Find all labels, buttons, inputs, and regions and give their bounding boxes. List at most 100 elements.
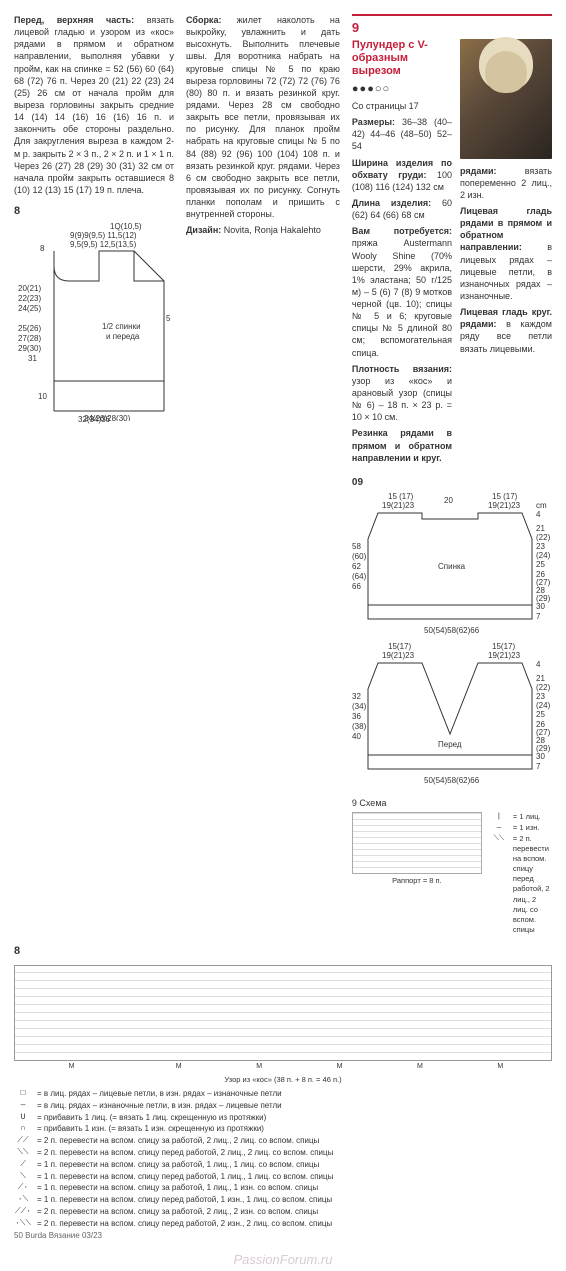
svg-text:9(9)9(9,5) 11,5(12): 9(9)9(9,5) 11,5(12) [70, 231, 137, 240]
page-ref: Со страницы 17 [352, 100, 452, 112]
svg-text:62: 62 [352, 562, 361, 571]
page-layout: Перед, верхняя часть: вязать лицевой гла… [0, 0, 566, 944]
text-front: вязать лицевой гладью и узором из «кос» … [14, 15, 174, 195]
svg-text:66: 66 [352, 582, 361, 591]
svg-text:15 (17): 15 (17) [492, 492, 518, 501]
heading-front: Перед, верхняя часть: [14, 15, 134, 25]
chart-8-grid: M M M M M M [14, 965, 552, 1061]
svg-text:7: 7 [536, 612, 541, 621]
legend-8: □= в лиц. рядах – лицевые петли, в изн. … [14, 1089, 552, 1230]
svg-text:21: 21 [536, 674, 545, 683]
chart-9-label: 9 Схема [352, 797, 552, 809]
heading-assembly: Сборка: [186, 15, 221, 25]
svg-text:(24): (24) [536, 701, 551, 710]
svg-text:32: 32 [352, 692, 361, 701]
chart-8-label: 8 [14, 944, 552, 959]
section-9-number: 9 [352, 14, 552, 37]
svg-text:(64): (64) [352, 572, 367, 581]
svg-text:31: 31 [28, 354, 37, 363]
svg-text:40: 40 [352, 732, 361, 741]
svg-text:7: 7 [536, 762, 541, 771]
svg-text:23: 23 [536, 542, 545, 551]
stst: Лицевая гладь рядами в прямом и обратном… [460, 205, 552, 302]
rib-text: рядами: вязать попеременно 2 лиц., 2 изн… [460, 165, 552, 201]
svg-text:29(30): 29(30) [18, 344, 41, 353]
svg-text:8: 8 [40, 244, 45, 253]
text-assembly: жилет наколоть на выкройку, увлажнить и … [186, 15, 340, 219]
section-9-title: Пулундер с V-образным вырезом [352, 39, 452, 79]
svg-text:5: 5 [166, 314, 171, 323]
model-photo [460, 39, 552, 159]
diagram-09-back-svg: 15 (17) 19(21)23 20 15 (17) 19(21)23 cm … [352, 489, 552, 639]
svg-text:50(54)58(62)66: 50(54)58(62)66 [424, 626, 480, 635]
sizes: Размеры: 36–38 (40–42) 44–46 (48–50) 52–… [352, 116, 452, 152]
svg-text:25: 25 [536, 560, 545, 569]
length: Длина изделия: 60 (62) 64 (66) 68 см [352, 197, 452, 221]
svg-text:(34): (34) [352, 702, 367, 711]
chart-8-caption: Узор из «кос» (38 п. + 8 п. = 46 п.) [14, 1075, 552, 1085]
svg-text:20(21): 20(21) [18, 284, 41, 293]
svg-text:19(21)23: 19(21)23 [382, 501, 415, 510]
svg-text:4: 4 [536, 510, 541, 519]
svg-text:4: 4 [536, 660, 541, 669]
svg-text:21: 21 [536, 524, 545, 533]
svg-text:9,5(9,5) 12,5(13,5): 9,5(9,5) 12,5(13,5) [70, 240, 137, 249]
svg-text:(38): (38) [352, 722, 367, 731]
svg-text:(22): (22) [536, 533, 551, 542]
column-right: 9 Пулундер с V-образным вырезом ●●●○○ Со… [352, 14, 552, 936]
materials: Вам потребуется: пряжа Austermann Wooly … [352, 225, 452, 359]
chart-9-grid [352, 812, 482, 874]
page-footer: 50 Burda Вязание 03/23 [0, 1231, 566, 1250]
svg-text:20: 20 [444, 496, 453, 505]
svg-text:Спинка: Спинка [438, 562, 466, 571]
stst-rnd: Лицевая гладь круг. рядами: в каждом ряд… [460, 306, 552, 355]
schematic-8-bottom: 32(34)36 [14, 415, 174, 426]
chart-9-legend: |= 1 лиц. —= 1 изн. ⟍⟍= 2 п. перевести н… [490, 812, 552, 937]
chest: Ширина изделия по обхвату груди: 100 (10… [352, 157, 452, 193]
svg-text:15(17): 15(17) [492, 642, 515, 651]
svg-text:23: 23 [536, 692, 545, 701]
svg-text:(22): (22) [536, 683, 551, 692]
column-mid: Сборка: жилет наколоть на выкройку, увла… [186, 14, 340, 936]
schematic-8-svg: 1Q(10,5) 9(9)9(9,5) 11,5(12) 9,5(9,5) 12… [14, 221, 174, 421]
svg-text:cm: cm [536, 501, 547, 510]
svg-text:24(25): 24(25) [18, 304, 41, 313]
svg-text:50(54)58(62)66: 50(54)58(62)66 [424, 776, 480, 785]
schematic-8: 8 1Q(10,5) 9(9)9(9,5) 11,5(12) 9,5(9,5) … [14, 204, 174, 426]
svg-text:25: 25 [536, 710, 545, 719]
svg-text:(60): (60) [352, 552, 367, 561]
svg-text:30: 30 [536, 602, 545, 611]
svg-text:10: 10 [38, 392, 47, 401]
chart-9: 9 Схема Раппорт = 8 п. |= 1 лиц. —= 1 из… [352, 797, 552, 936]
para-design: Дизайн: Novita, Ronja Hakalehto [186, 224, 340, 236]
para-front-upper: Перед, верхняя часть: вязать лицевой гла… [14, 14, 174, 196]
para-assembly: Сборка: жилет наколоть на выкройку, увла… [186, 14, 340, 220]
gauge: Плотность вязания: узор из «кос» и арано… [352, 363, 452, 424]
svg-text:19(21)23: 19(21)23 [382, 651, 415, 660]
diagram-09: 09 15 (17) 19(21)23 20 15 (17) 19(21)23 … [352, 476, 552, 790]
svg-text:58: 58 [352, 542, 361, 551]
svg-text:25(26): 25(26) [18, 324, 41, 333]
label-design: Дизайн: [186, 225, 221, 235]
diagram-09-label: 09 [352, 477, 363, 488]
chart-8-section: 8 M M M M M M Узор из «кос» (38 п. + 8 п… [0, 944, 566, 1230]
svg-text:15(17): 15(17) [388, 642, 411, 651]
svg-text:Перед: Перед [438, 740, 462, 749]
svg-text:27(28): 27(28) [18, 334, 41, 343]
column-left: Перед, верхняя часть: вязать лицевой гла… [14, 14, 174, 936]
schematic-8-label: 8 [14, 204, 174, 219]
svg-text:22(23): 22(23) [18, 294, 41, 303]
difficulty-dots: ●●●○○ [352, 82, 452, 97]
svg-text:1/2 спинки: 1/2 спинки [102, 322, 141, 331]
svg-text:и переда: и переда [106, 332, 140, 341]
svg-text:1Q(10,5): 1Q(10,5) [110, 222, 142, 231]
svg-text:19(21)23: 19(21)23 [488, 651, 521, 660]
svg-text:19(21)23: 19(21)23 [488, 501, 521, 510]
svg-text:36: 36 [352, 712, 361, 721]
svg-text:15 (17): 15 (17) [388, 492, 414, 501]
text-designer: Novita, Ronja Hakalehto [224, 225, 321, 235]
svg-text:30: 30 [536, 752, 545, 761]
watermark: PassionForum.ru [0, 1249, 566, 1271]
rib-label: Резинка рядами в прямом и обратном напра… [352, 427, 452, 463]
diagram-09-front-svg: 15(17) 19(21)23 15(17) 19(21)23 Перед 32… [352, 639, 552, 789]
